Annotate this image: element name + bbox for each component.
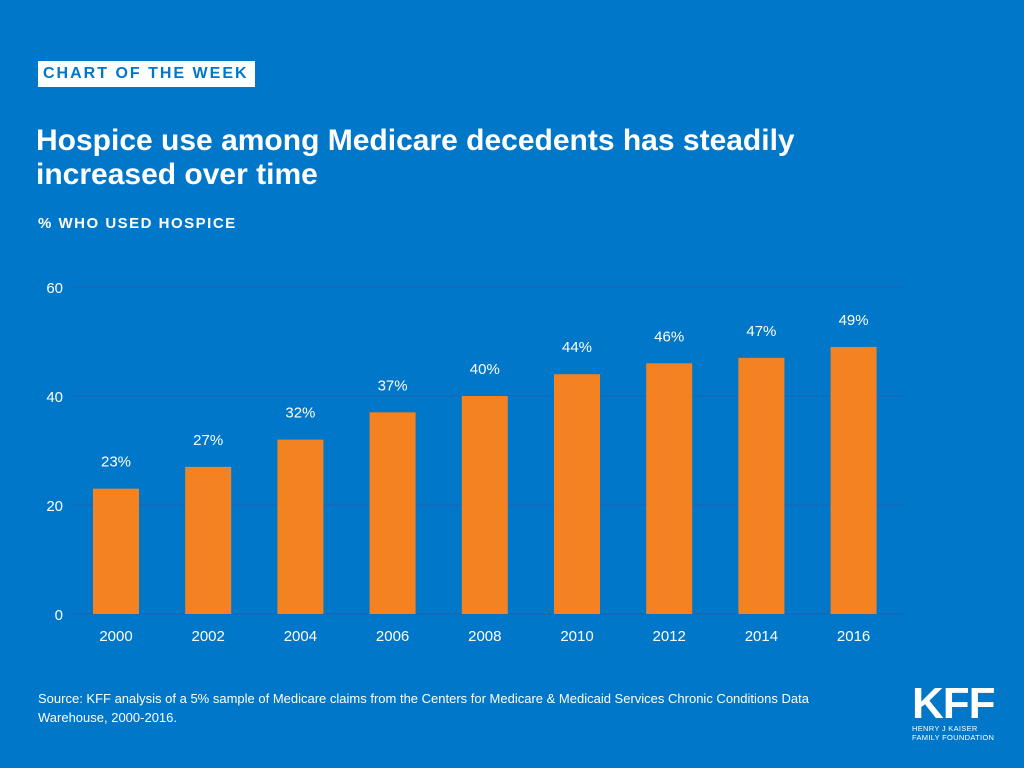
bar-2010 — [554, 374, 600, 614]
data-label: 23% — [101, 454, 131, 471]
bar-2006 — [369, 412, 416, 614]
source-note: Source: KFF analysis of a 5% sample of M… — [38, 691, 809, 725]
data-label: 40% — [470, 361, 500, 378]
x-tick-label: 2010 — [560, 628, 593, 645]
x-tick-label: 2004 — [284, 628, 317, 645]
data-label: 32% — [285, 405, 315, 422]
bar-2000 — [93, 488, 139, 614]
kff-logo-subtitle: HENRY J KAISER FAMILY FOUNDATION — [912, 724, 995, 742]
chart-title: Hospice use among Medicare decedents has… — [36, 124, 795, 191]
data-label: 46% — [654, 328, 684, 345]
x-tick-label: 2014 — [745, 628, 778, 645]
data-label: 44% — [562, 339, 592, 356]
data-label: 27% — [193, 432, 223, 449]
chart-of-the-week-badge: CHART OF THE WEEK — [38, 61, 255, 87]
y-tick-label: 20 — [46, 498, 63, 515]
data-label: 49% — [839, 312, 869, 329]
bar-2016 — [830, 346, 877, 614]
data-label: 47% — [746, 323, 776, 340]
bar-2008 — [461, 396, 508, 614]
x-tick-label: 2016 — [837, 628, 870, 645]
y-tick-label: 0 — [55, 607, 63, 624]
kff-logo: KFF HENRY J KAISER FAMILY FOUNDATION — [912, 679, 1002, 743]
kff-logo-mark: KFF — [912, 679, 996, 728]
data-label: 37% — [378, 377, 408, 394]
y-axis-label: % WHO USED HOSPICE — [38, 215, 237, 232]
x-tick-label: 2006 — [376, 628, 409, 645]
y-tick-label: 40 — [46, 389, 63, 406]
bar-2012 — [646, 363, 693, 614]
x-tick-label: 2008 — [468, 628, 501, 645]
x-tick-label: 2012 — [653, 628, 686, 645]
y-tick-label: 60 — [46, 280, 63, 297]
bar-2002 — [185, 466, 232, 614]
x-tick-label: 2000 — [99, 628, 132, 645]
bar-2004 — [277, 439, 324, 614]
x-tick-label: 2002 — [192, 628, 225, 645]
bar-2014 — [738, 357, 785, 614]
